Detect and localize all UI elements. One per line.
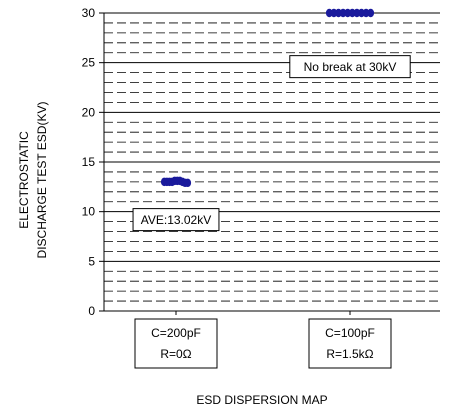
category-labels: C=200pF R=0Ω C=100pF R=1.5kΩ bbox=[134, 318, 392, 369]
annotation: No break at 30kV bbox=[289, 55, 411, 79]
annotations: AVE:13.02kV No break at 30kV bbox=[132, 55, 411, 232]
x-axis-title: ESD DISPERSION MAP bbox=[196, 393, 327, 407]
y-tick-label: 0 bbox=[88, 304, 95, 318]
category-label-line-1: C=100pF bbox=[325, 326, 375, 340]
y-tick-label: 15 bbox=[82, 155, 96, 169]
y-tick-label: 30 bbox=[82, 6, 96, 20]
annotation: AVE:13.02kV bbox=[132, 208, 220, 232]
y-axis-title-line-2: DISCHARGE TEST ESD(KV) bbox=[35, 102, 49, 259]
grid-lines bbox=[104, 12, 440, 302]
annotation-text: No break at 30kV bbox=[304, 60, 397, 74]
annotation-box bbox=[132, 208, 220, 232]
category-label-box bbox=[308, 318, 392, 369]
y-tick-label: 20 bbox=[82, 105, 96, 119]
annotation-box bbox=[289, 55, 411, 79]
data-point bbox=[184, 178, 192, 188]
data-point bbox=[367, 8, 375, 18]
category-label-line-2: R=1.5kΩ bbox=[326, 347, 373, 361]
y-tick-labels: 0 5 10 15 20 25 30 bbox=[82, 6, 96, 318]
y-axis-title-line-1: ELECTROSTATIC bbox=[17, 131, 31, 229]
y-tick-label: 10 bbox=[82, 205, 96, 219]
y-tick-label: 5 bbox=[88, 254, 95, 268]
category-label: C=200pF R=0Ω bbox=[134, 318, 218, 369]
y-axis-title: ELECTROSTATIC DISCHARGE TEST ESD(KV) bbox=[17, 102, 49, 259]
annotation-text: AVE:13.02kV bbox=[141, 213, 212, 227]
category-label-box bbox=[134, 318, 218, 369]
axes bbox=[99, 12, 440, 315]
category-label-line-2: R=0Ω bbox=[160, 347, 191, 361]
data-points bbox=[160, 8, 375, 188]
category-label-line-1: C=200pF bbox=[151, 326, 201, 340]
y-tick-label: 25 bbox=[82, 56, 96, 70]
category-label: C=100pF R=1.5kΩ bbox=[308, 318, 392, 369]
